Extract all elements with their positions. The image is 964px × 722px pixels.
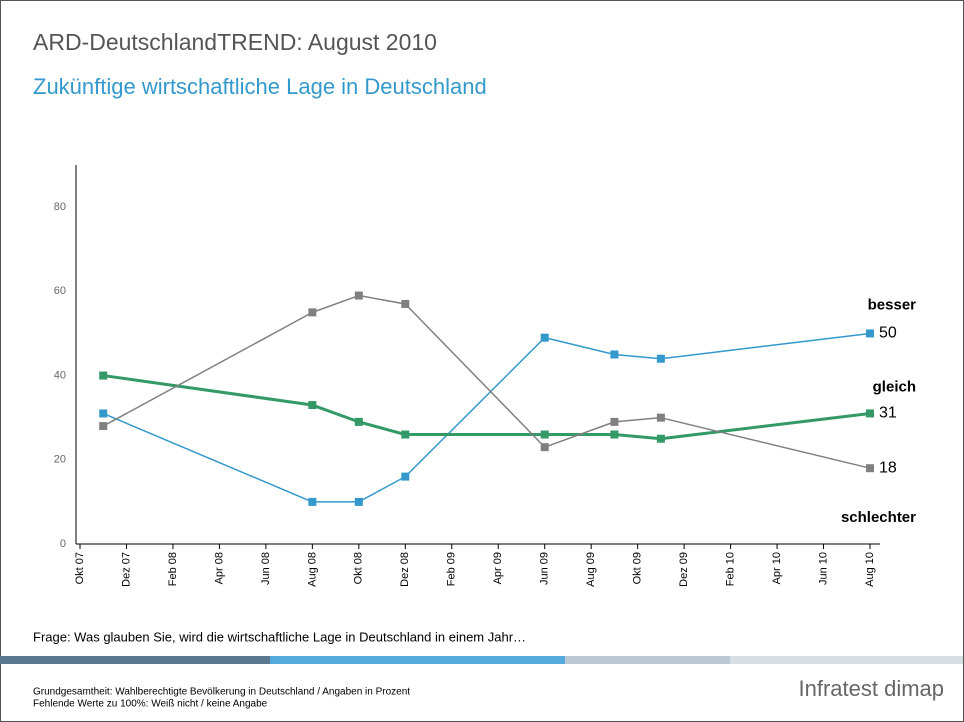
marker (354, 417, 363, 426)
footnote: Grundgesamtheit: Wahlberechtigte Bevölke… (33, 687, 410, 698)
marker (308, 308, 317, 317)
data-label: 18 (879, 459, 897, 476)
question: Frage: Was glauben Sie, wird die wirtsch… (33, 629, 526, 644)
band (565, 656, 730, 664)
y-tick-label: 20 (54, 454, 66, 466)
line-segment (544, 421, 615, 448)
x-tick-label: Jun 08 (260, 552, 272, 585)
logo: Infratest dimap (798, 676, 944, 701)
x-tick-label: Dez 08 (399, 552, 411, 587)
marker (308, 497, 317, 506)
marker (540, 333, 549, 342)
marker (656, 434, 665, 443)
data-label: 31 (879, 405, 897, 422)
x-tick-label: Dez 07 (120, 552, 132, 587)
marker (354, 291, 363, 300)
marker (656, 413, 665, 422)
marker (308, 401, 317, 410)
y-tick-label: 0 (60, 538, 66, 550)
x-tick-label: Apr 09 (492, 552, 504, 584)
series-label: besser (868, 296, 917, 313)
x-tick-label: Jun 09 (539, 552, 551, 585)
series-label: schlechter (841, 509, 916, 526)
marker (610, 417, 619, 426)
line-segment (358, 420, 406, 436)
line-segment (660, 332, 871, 360)
marker (401, 430, 410, 439)
x-tick-label: Aug 10 (864, 552, 876, 587)
marker (866, 329, 874, 338)
x-tick-label: Apr 10 (771, 552, 783, 584)
line-segment (660, 416, 871, 469)
x-tick-label: Feb 09 (446, 552, 458, 586)
line-segment (102, 311, 313, 427)
y-tick-label: 40 (54, 369, 66, 381)
footnote: Fehlende Werte zu 100%: Weiß nicht / kei… (33, 699, 268, 710)
marker (610, 350, 619, 359)
line-segment (614, 353, 661, 360)
line-segment (358, 294, 406, 305)
marker (99, 422, 108, 431)
marker (656, 354, 665, 363)
x-tick-label: Aug 08 (306, 552, 318, 587)
x-tick-label: Aug 09 (585, 552, 597, 587)
line-segment (404, 303, 546, 448)
y-tick-label: 60 (54, 285, 66, 297)
line-segment (312, 294, 360, 314)
x-tick-label: Dez 09 (678, 552, 690, 587)
x-tick-label: Okt 09 (632, 552, 644, 584)
line-segment (614, 416, 661, 423)
marker (610, 430, 619, 439)
line-segment (404, 337, 546, 478)
marker (866, 464, 874, 473)
x-tick-label: Feb 10 (724, 552, 736, 586)
y-tick-label: 80 (54, 201, 66, 213)
marker (354, 497, 363, 506)
line-segment (103, 374, 313, 407)
marker (99, 371, 108, 380)
data-label: 50 (879, 325, 897, 342)
line-segment (102, 412, 313, 503)
line-segment (614, 433, 662, 441)
subtitle: Zukünftige wirtschaftliche Lage in Deuts… (33, 74, 487, 99)
x-tick-label: Jun 10 (817, 552, 829, 585)
title: ARD-DeutschlandTREND: August 2010 (33, 29, 437, 55)
x-tick-label: Apr 08 (213, 552, 225, 584)
marker (99, 409, 108, 418)
line-segment (358, 475, 406, 503)
marker (401, 472, 410, 481)
x-tick-label: Okt 08 (353, 552, 365, 584)
x-tick-label: Feb 08 (167, 552, 179, 586)
band (270, 656, 565, 664)
marker (401, 299, 410, 308)
marker (540, 443, 549, 452)
line-segment (311, 403, 360, 424)
band (0, 656, 270, 664)
line-segment (660, 411, 871, 441)
x-tick-label: Okt 07 (74, 552, 86, 584)
marker (866, 409, 874, 418)
series-label: gleich (873, 378, 916, 395)
band (730, 656, 963, 664)
line-segment (544, 336, 615, 356)
marker (540, 430, 549, 439)
